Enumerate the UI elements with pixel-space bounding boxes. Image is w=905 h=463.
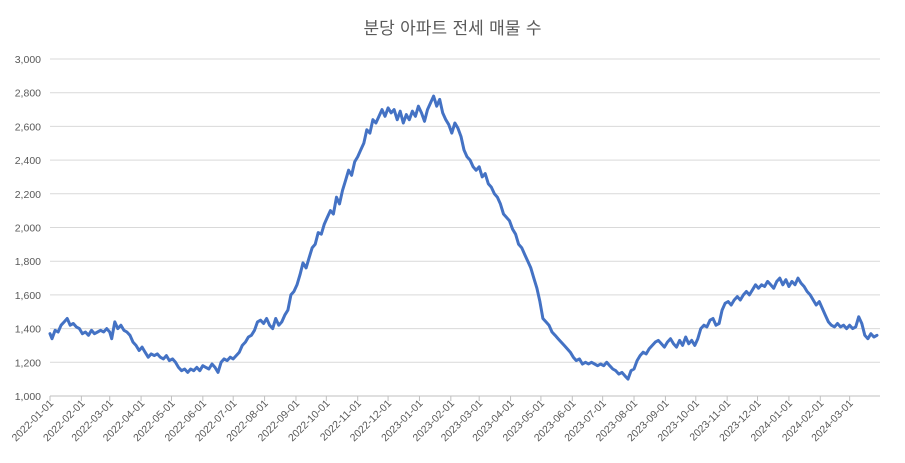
series-layer [48,94,879,381]
y-tick-label: 2,600 [15,121,41,133]
y-tick-label: 1,000 [15,391,41,403]
chart-title: 분당 아파트 전세 매물 수 [363,19,542,39]
gridlines [50,58,880,363]
y-tick-label: 2,000 [15,223,41,235]
y-tick-label: 2,800 [15,88,41,100]
series-line-0 [48,94,879,381]
y-tick-label: 2,200 [15,189,41,201]
y-tick-label: 1,400 [15,324,41,336]
y-tick-label: 1,600 [15,290,41,302]
y-tick-label: 2,400 [15,155,41,167]
y-axis: 1,000 1,200 1,400 1,600 1,800 2,000 2,200 2,400… [15,54,41,403]
y-tick-label: 3,000 [15,54,41,66]
y-tick-label: 1,200 [15,357,41,369]
x-axis: 2022-01-012022-02-012022-03-012022-04-01… [10,395,880,444]
y-tick-label: 1,800 [15,256,41,268]
